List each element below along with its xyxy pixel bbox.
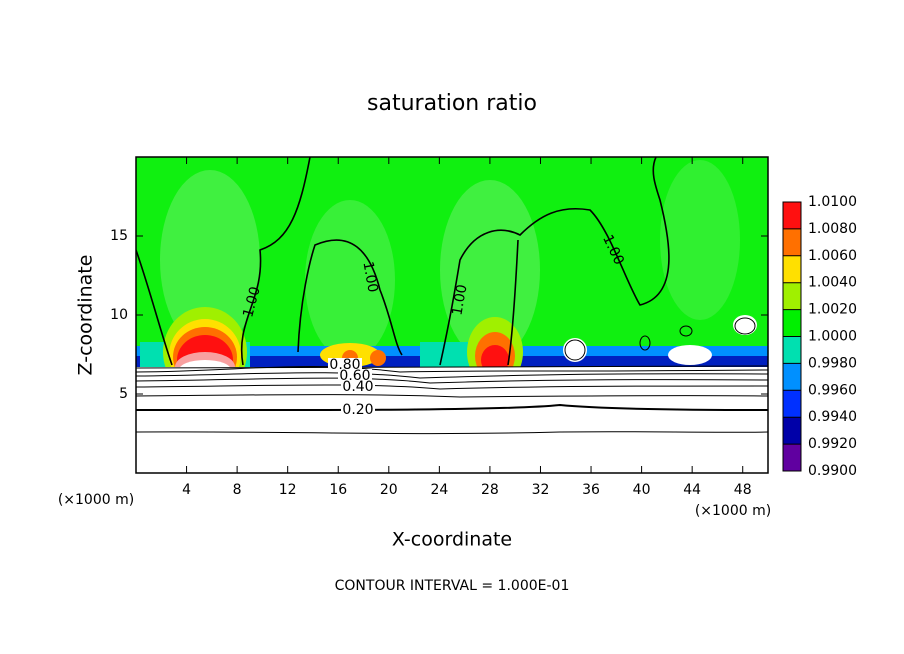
- contour-label: 0.40: [342, 379, 373, 395]
- colorbar-label: 1.0000: [808, 329, 857, 345]
- x-tick-label: 4: [182, 482, 191, 498]
- colorbar-label: 1.0080: [808, 221, 857, 237]
- colorbar-band: [783, 417, 801, 445]
- x-axis-label: X-coordinate: [392, 529, 512, 551]
- footer: CONTOUR INTERVAL = 1.000E-01: [335, 578, 570, 594]
- contour-label: 1.00: [449, 283, 470, 316]
- contour-label: 1.00: [359, 260, 380, 293]
- contour-label-bg: [328, 358, 362, 372]
- y-tick-label: 10: [110, 307, 128, 323]
- x-tick-label: 16: [329, 482, 347, 498]
- contour-label: 0.20: [342, 402, 373, 418]
- colorbar-band: [783, 390, 801, 418]
- contour-field: [136, 157, 768, 473]
- x-tick-label: 12: [279, 482, 297, 498]
- chart-title: saturation ratio: [367, 91, 537, 116]
- x-unit-label: (×1000 m): [695, 503, 771, 519]
- colorbar-band: [783, 363, 801, 391]
- colorbar-band: [783, 444, 801, 471]
- x-tick-label: 24: [430, 482, 448, 498]
- colorbar-label: 0.9960: [808, 382, 857, 398]
- colorbar-band: [783, 282, 801, 310]
- x-tick-label: 28: [481, 482, 499, 498]
- x-tick-label: 44: [683, 482, 701, 498]
- colorbar-band: [783, 228, 801, 256]
- x-tick-label: 40: [633, 482, 651, 498]
- colorbar-label: 1.0100: [808, 194, 857, 210]
- x-tick-label: 8: [233, 482, 242, 498]
- y-tick-label: 15: [110, 228, 128, 244]
- colorbar-label: 0.9980: [808, 355, 857, 371]
- y-unit-label: (×1000 m): [58, 492, 134, 508]
- colorbar-label: 1.0060: [808, 248, 857, 264]
- colorbar-label: 0.9900: [808, 463, 857, 479]
- colorbar-band: [783, 202, 801, 229]
- contour-label-bg: [338, 369, 372, 383]
- colorbar-label: 0.9940: [808, 409, 857, 425]
- x-tick-label: 36: [582, 482, 600, 498]
- y-tick-label: 5: [119, 386, 128, 402]
- x-tick-label: 32: [532, 482, 550, 498]
- x-tick-label: 20: [380, 482, 398, 498]
- colorbar-label: 1.0040: [808, 275, 857, 291]
- y-axis-label: Z-coordinate: [75, 255, 97, 376]
- colorbar-band: [783, 309, 801, 337]
- colorbar-label: 0.9920: [808, 436, 857, 452]
- contour-label: 1.00: [240, 285, 264, 319]
- colorbar-label: 1.0020: [808, 302, 857, 318]
- contour-label-bg: [341, 403, 375, 417]
- contour-label-bg: [341, 380, 375, 394]
- x-tick-label: 48: [734, 482, 752, 498]
- colorbar-band: [783, 336, 801, 364]
- colorbar-band: [783, 255, 801, 283]
